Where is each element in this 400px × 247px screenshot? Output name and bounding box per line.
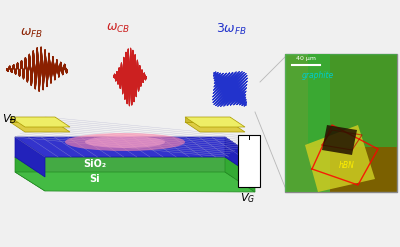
Polygon shape [308, 54, 397, 147]
Polygon shape [185, 117, 230, 122]
Polygon shape [185, 122, 245, 132]
Polygon shape [285, 54, 330, 192]
Text: graphite: graphite [302, 70, 334, 80]
Text: $3\omega_{FB}$: $3\omega_{FB}$ [216, 22, 247, 37]
Polygon shape [225, 137, 255, 177]
Polygon shape [322, 125, 357, 155]
Bar [285, 54, 397, 192]
Text: SiO₂: SiO₂ [84, 159, 106, 169]
Polygon shape [15, 137, 255, 157]
Ellipse shape [65, 133, 185, 151]
Polygon shape [10, 122, 70, 132]
Text: 40 μm: 40 μm [296, 56, 316, 61]
Polygon shape [10, 117, 55, 122]
Polygon shape [15, 157, 255, 177]
Text: Si: Si [90, 174, 100, 184]
Text: $V_G$: $V_G$ [240, 191, 256, 205]
Polygon shape [15, 157, 45, 191]
Polygon shape [185, 117, 245, 127]
Polygon shape [15, 137, 45, 177]
Text: $V_D$: $V_D$ [2, 112, 17, 126]
Polygon shape [15, 172, 255, 192]
Text: hBN: hBN [339, 161, 355, 169]
Polygon shape [305, 125, 375, 192]
Polygon shape [10, 117, 70, 127]
Polygon shape [225, 157, 255, 192]
Text: $\omega_{CB}$: $\omega_{CB}$ [106, 22, 130, 35]
Text: $\omega_{FB}$: $\omega_{FB}$ [20, 27, 43, 40]
Ellipse shape [85, 136, 165, 148]
Bar [238, 135, 260, 187]
